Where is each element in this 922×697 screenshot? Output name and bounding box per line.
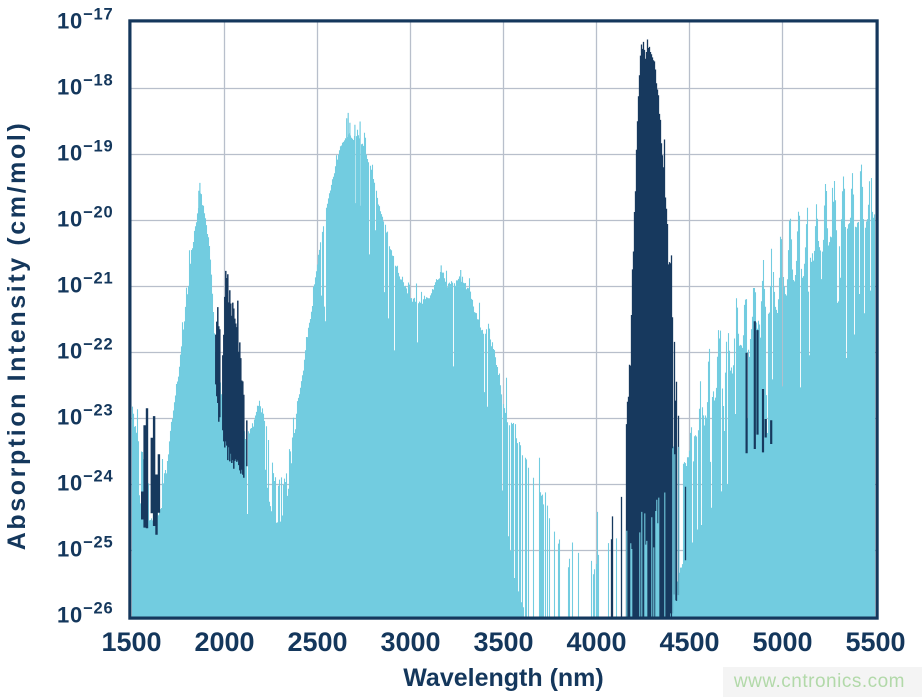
y-tick-mantissa: 10 <box>57 273 83 298</box>
y-tick-label: 10−18 <box>57 72 113 100</box>
y-tick-mantissa: 10 <box>57 339 83 364</box>
dark-band-sticks <box>215 270 248 478</box>
y-tick-exponent: −25 <box>83 534 113 552</box>
y-tick-mantissa: 10 <box>57 75 83 100</box>
x-tick-label: 2500 <box>287 627 347 657</box>
y-tick-mantissa: 10 <box>57 405 83 430</box>
y-tick-label: 10−21 <box>57 270 113 298</box>
y-tick-exponent: −24 <box>83 468 113 486</box>
y-tick-exponent: −18 <box>83 72 113 90</box>
y-tick-label: 10−17 <box>57 6 113 34</box>
y-tick-mantissa: 10 <box>57 471 83 496</box>
x-tick-label: 4500 <box>659 627 719 657</box>
y-tick-label: 10−26 <box>57 600 113 628</box>
light-series-strong-lines <box>198 112 462 617</box>
y-tick-exponent: −19 <box>83 138 113 156</box>
watermark: www.cntronics.com <box>723 667 922 697</box>
dark-band-sticks <box>745 321 773 454</box>
dark-band-sticks <box>141 408 161 535</box>
y-tick-mantissa: 10 <box>57 141 83 166</box>
x-tick-label: 2000 <box>194 627 254 657</box>
y-axis-title: Absorption Intensity (cm/mol) <box>3 121 31 551</box>
plot-border <box>128 19 879 620</box>
y-tick-exponent: −22 <box>83 336 113 354</box>
x-tick-label: 1500 <box>101 627 161 657</box>
y-tick-exponent: −26 <box>83 600 113 618</box>
x-axis-title: Wavelength (nm) <box>403 664 603 692</box>
dark-navy-series <box>141 39 773 617</box>
x-tick-label: 5000 <box>752 627 812 657</box>
y-tick-exponent: −20 <box>83 204 113 222</box>
y-tick-exponent: −21 <box>83 270 113 288</box>
x-tick-label: 4000 <box>566 627 626 657</box>
y-tick-mantissa: 10 <box>57 537 83 562</box>
dark-band-sticks <box>610 39 687 617</box>
y-tick-label: 10−23 <box>57 402 113 430</box>
x-tick-label: 3000 <box>380 627 440 657</box>
x-tick-label: 3500 <box>473 627 533 657</box>
y-tick-label: 10−19 <box>57 138 113 166</box>
light-series-overlay-sticks <box>626 446 680 617</box>
y-tick-mantissa: 10 <box>57 207 83 232</box>
y-tick-exponent: −17 <box>83 6 113 24</box>
y-tick-exponent: −23 <box>83 402 113 420</box>
y-tick-label: 10−25 <box>57 534 113 562</box>
y-tick-label: 10−24 <box>57 468 113 496</box>
x-tick-labels: 1500 2000 2500 3000 3500 4000 4500 5000 5500 <box>101 627 905 657</box>
x-tick-label: 5500 <box>845 627 905 657</box>
y-tick-mantissa: 10 <box>57 603 83 628</box>
y-tick-label: 10−20 <box>57 204 113 232</box>
y-tick-mantissa: 10 <box>57 9 83 34</box>
light-blue-series <box>131 112 876 617</box>
y-tick-label: 10−22 <box>57 336 113 364</box>
watermark-text: www.cntronics.com <box>733 671 905 692</box>
y-tick-labels: 10−1710−1810−1910−2010−2110−2210−2310−24… <box>57 6 113 628</box>
